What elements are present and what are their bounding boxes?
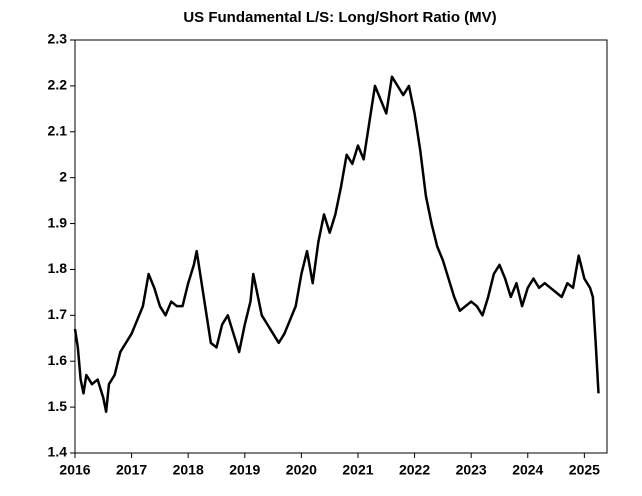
chart-title: US Fundamental L/S: Long/Short Ratio (MV… — [183, 9, 496, 26]
x-tick-label: 2019 — [229, 462, 260, 478]
data-line — [73, 75, 600, 413]
y-tick-label: 1.8 — [48, 260, 68, 276]
y-tick-label: 1.9 — [48, 214, 68, 230]
x-tick-label: 2023 — [456, 462, 487, 478]
y-tick-label: 1.4 — [48, 444, 68, 460]
y-tick-label: 2.2 — [48, 77, 68, 93]
x-tick-label: 2017 — [116, 462, 147, 478]
y-tick-label: 1.5 — [48, 398, 68, 414]
y-tick-label: 1.6 — [48, 352, 68, 368]
x-tick-label: 2018 — [173, 462, 204, 478]
y-tick-label: 2 — [59, 168, 67, 184]
y-tick-label: 2.3 — [48, 31, 68, 47]
x-tick-label: 2021 — [342, 462, 373, 478]
x-tick-label: 2025 — [569, 462, 600, 478]
x-tick-label: 2020 — [286, 462, 317, 478]
y-tick-label: 1.7 — [48, 306, 68, 322]
x-tick-label: 2016 — [59, 462, 90, 478]
x-tick-label: 2024 — [512, 462, 543, 478]
x-tick-label: 2022 — [399, 462, 430, 478]
plot-frame — [74, 39, 608, 454]
y-tick-label: 2.1 — [48, 122, 68, 138]
